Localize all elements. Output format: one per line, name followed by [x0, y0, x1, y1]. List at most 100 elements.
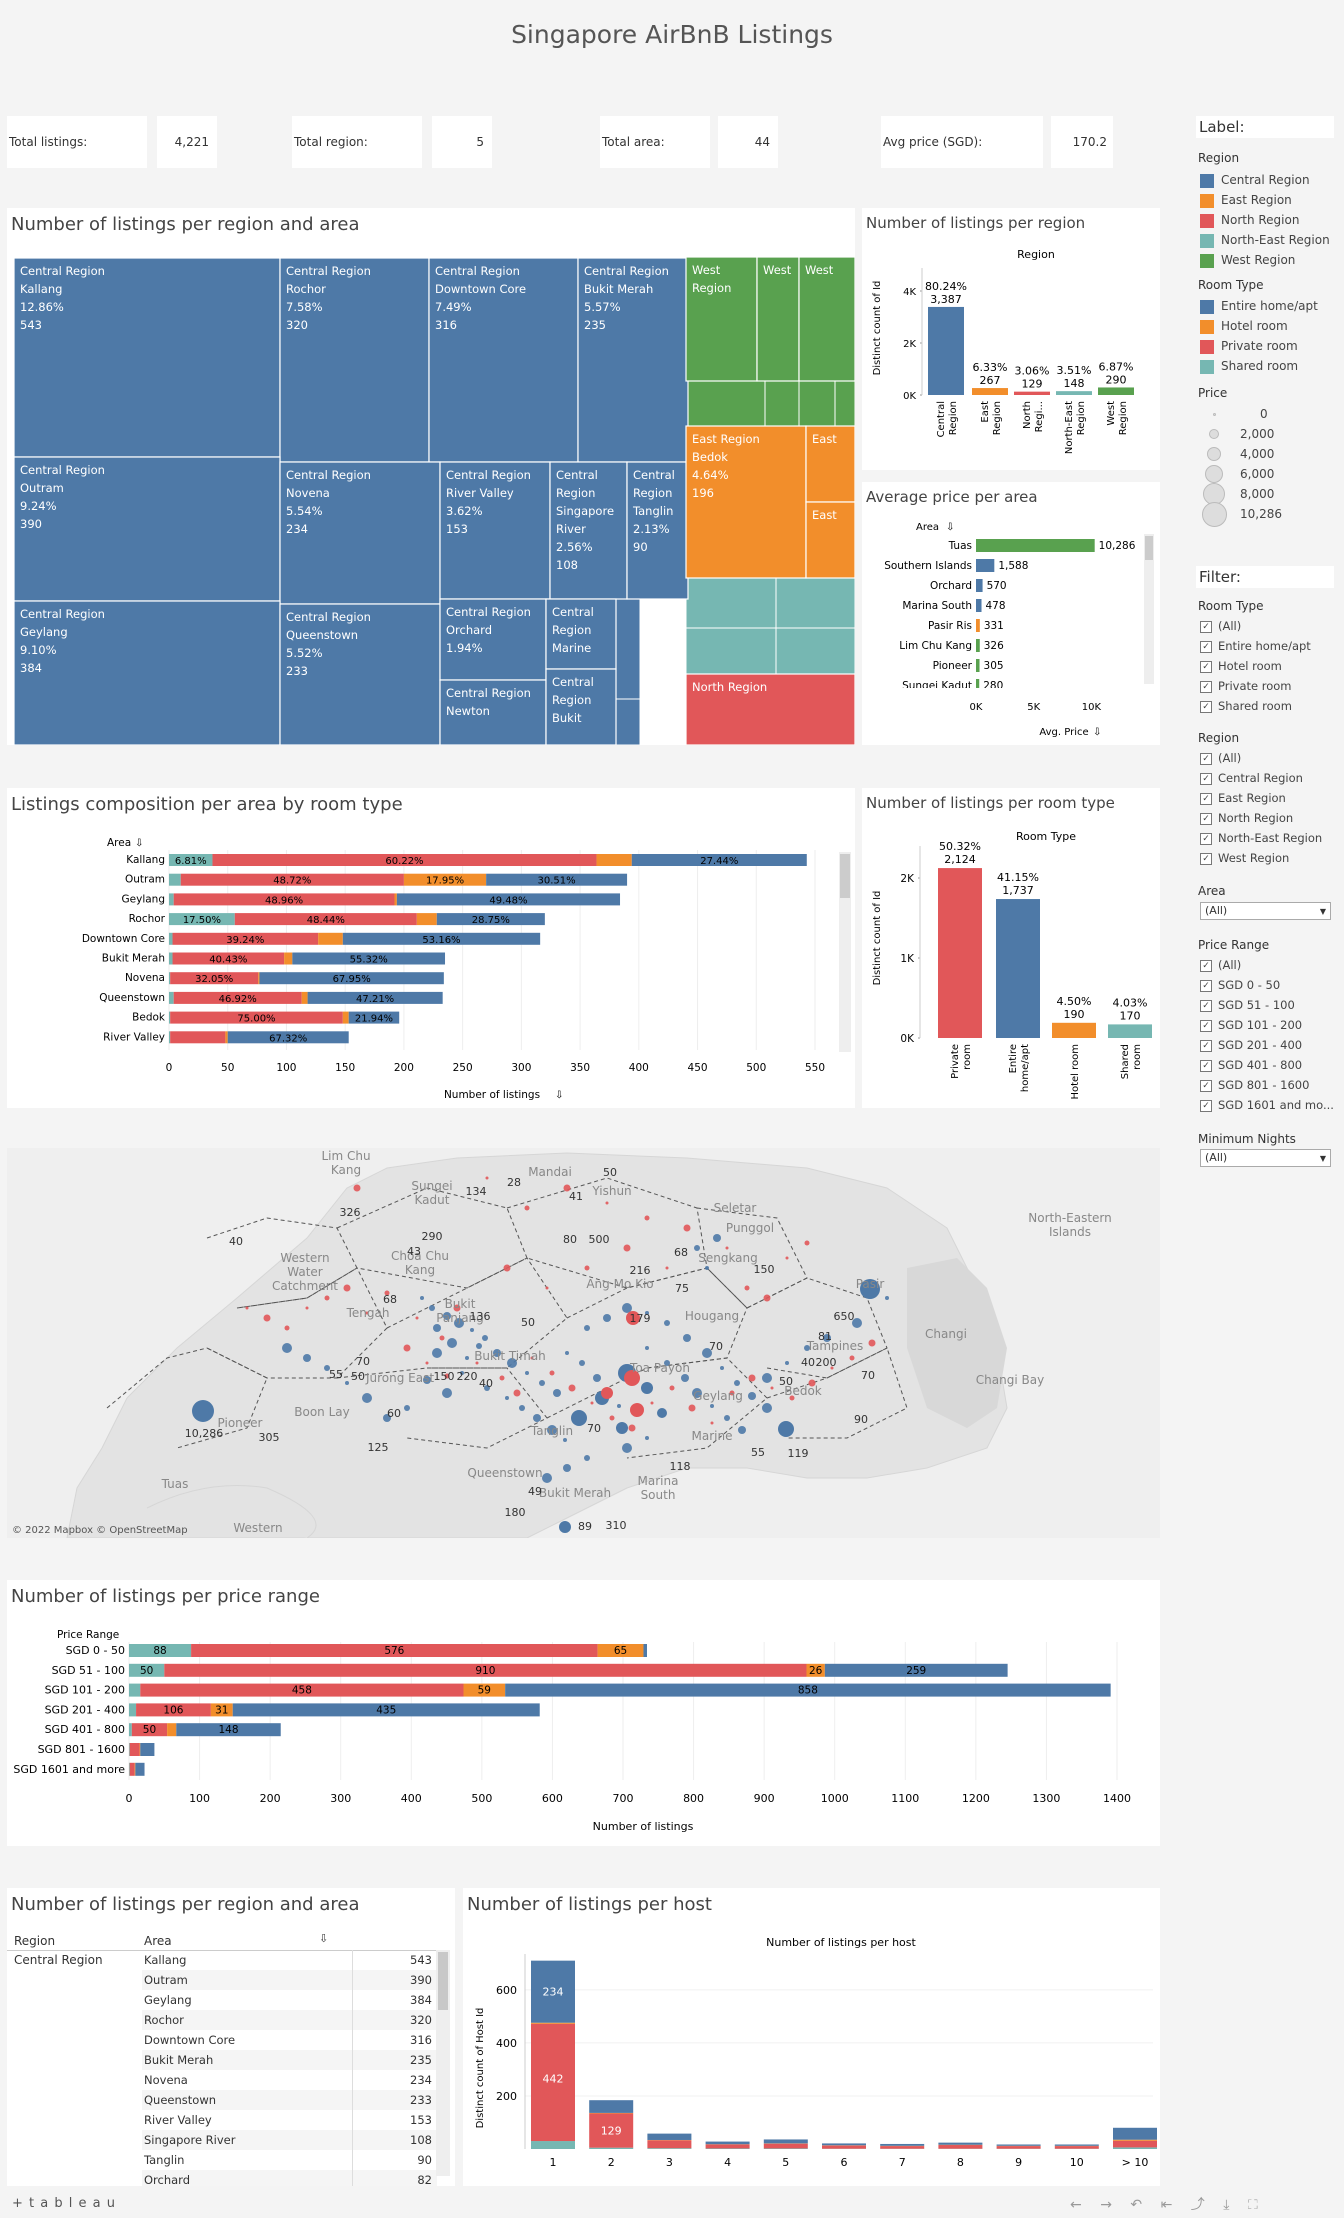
listing-dot[interactable] [713, 1234, 721, 1242]
listing-dot[interactable] [657, 1408, 667, 1418]
checkbox-icon[interactable]: ✓ [1200, 812, 1212, 825]
checkbox-icon[interactable]: ✓ [1200, 999, 1212, 1012]
listing-dot[interactable] [415, 1316, 419, 1320]
checkbox-icon[interactable]: ✓ [1200, 752, 1212, 765]
checkbox-icon[interactable]: ✓ [1200, 959, 1212, 972]
listing-dot[interactable] [650, 1401, 654, 1405]
checkbox-icon[interactable]: ✓ [1200, 792, 1212, 805]
listing-dot[interactable] [425, 1361, 429, 1365]
bar-segment[interactable] [647, 2133, 692, 2140]
filter-checkbox-item[interactable]: ✓ (All) [1200, 748, 1322, 768]
table-row[interactable]: Geylang 384 [7, 1990, 437, 2010]
listing-dot[interactable] [624, 1370, 640, 1386]
listing-dot[interactable] [609, 1415, 615, 1421]
bar[interactable] [976, 539, 1095, 552]
listing-dot[interactable] [423, 1376, 431, 1384]
table-row[interactable]: River Valley 153 [7, 2110, 437, 2130]
listing-dot[interactable] [530, 1356, 534, 1360]
checkbox-icon[interactable]: ✓ [1200, 1099, 1212, 1112]
scrollbar[interactable] [1144, 534, 1154, 684]
listing-dot[interactable] [785, 1256, 789, 1260]
bar-segment[interactable] [169, 972, 171, 985]
bar-segment[interactable] [284, 952, 293, 965]
listing-dot[interactable] [443, 1312, 451, 1320]
listing-dot[interactable] [849, 1355, 855, 1361]
bar-segment[interactable] [227, 1031, 349, 1044]
listing-dot[interactable] [590, 1401, 594, 1405]
checkbox-icon[interactable]: ✓ [1200, 1059, 1212, 1072]
listing-dot[interactable] [519, 1405, 525, 1411]
listing-dot[interactable] [830, 1366, 834, 1370]
table-row[interactable]: Kallang 543 [7, 1950, 437, 1970]
revert-icon[interactable]: ↶ [1130, 2197, 1143, 2213]
bar-segment[interactable] [167, 1723, 177, 1737]
listing-dot[interactable] [705, 1266, 709, 1270]
listing-dot[interactable] [710, 1421, 714, 1425]
listing-dot[interactable] [808, 1379, 816, 1387]
bar-segment[interactable] [292, 952, 446, 965]
bar-segment[interactable] [1113, 2127, 1157, 2140]
bar-segment[interactable] [129, 1663, 165, 1677]
treemap-tile[interactable] [756, 256, 800, 382]
bar-segment[interactable] [589, 2112, 634, 2114]
bar-segment[interactable] [705, 2141, 750, 2145]
bar-segment[interactable] [1113, 2147, 1157, 2149]
bar-segment[interactable] [172, 952, 285, 965]
listing-dot[interactable] [603, 1314, 611, 1322]
listing-dot[interactable] [785, 1361, 789, 1365]
bar-segment[interactable] [589, 2147, 634, 2149]
table-row[interactable]: Tanglin 90 [7, 2150, 437, 2170]
bar[interactable] [1014, 391, 1050, 395]
listing-dot[interactable] [507, 1358, 517, 1368]
bar-segment[interactable] [129, 1683, 141, 1697]
listing-dot[interactable] [804, 1345, 810, 1351]
listing-dot[interactable] [383, 1414, 391, 1422]
bar-segment[interactable] [394, 893, 397, 906]
bar-segment[interactable] [531, 1960, 575, 2023]
bar-segment[interactable] [597, 1644, 644, 1657]
treemap-tile[interactable] [626, 461, 689, 600]
listing-dot[interactable] [694, 1245, 700, 1251]
listing-dot[interactable] [324, 1295, 330, 1301]
listing-dot[interactable] [868, 1339, 876, 1347]
listing-dot[interactable] [429, 1305, 435, 1311]
listing-dot[interactable] [720, 1366, 724, 1370]
listing-dot[interactable] [447, 1338, 457, 1348]
bar-segment[interactable] [170, 1011, 343, 1024]
bar-segment[interactable] [505, 1683, 1111, 1697]
bar-segment[interactable] [169, 932, 173, 945]
listing-dot[interactable] [584, 1325, 590, 1331]
listing-dot[interactable] [433, 1324, 441, 1332]
treemap-tile[interactable] [685, 380, 766, 427]
treemap-tile[interactable] [775, 627, 855, 675]
listing-dot[interactable] [669, 1385, 675, 1391]
table-row[interactable]: Downtown Core 316 [7, 2030, 437, 2050]
listing-dot[interactable] [525, 1371, 529, 1375]
listing-dot[interactable] [702, 1348, 712, 1358]
filter-checkbox-item[interactable]: ✓ North-East Region [1200, 828, 1322, 848]
bar-segment[interactable] [647, 2140, 692, 2149]
bar-segment[interactable] [880, 2146, 925, 2149]
treemap-tile[interactable] [685, 673, 855, 745]
listing-dot[interactable] [353, 1184, 361, 1192]
bar-segment[interactable] [589, 2113, 634, 2148]
bar-segment[interactable] [134, 1762, 136, 1776]
bar[interactable] [976, 619, 980, 632]
bar-segment[interactable] [763, 2148, 808, 2149]
treemap-tile[interactable] [545, 598, 617, 670]
listing-dot[interactable] [623, 1244, 631, 1252]
listing-dot[interactable] [622, 1443, 632, 1453]
bar-segment[interactable] [169, 1011, 171, 1024]
bar-segment[interactable] [164, 1663, 807, 1677]
checkbox-icon[interactable]: ✓ [1200, 620, 1212, 633]
bar-segment[interactable] [169, 952, 173, 965]
listing-dot[interactable] [763, 1294, 771, 1302]
bar-segment[interactable] [173, 991, 302, 1004]
checkbox-icon[interactable]: ✓ [1200, 979, 1212, 992]
listing-dot[interactable] [734, 1380, 740, 1386]
bar-segment[interactable] [172, 932, 319, 945]
bar-segment[interactable] [1054, 2144, 1099, 2146]
bar-segment[interactable] [763, 2139, 808, 2144]
bar-segment[interactable] [342, 932, 541, 945]
